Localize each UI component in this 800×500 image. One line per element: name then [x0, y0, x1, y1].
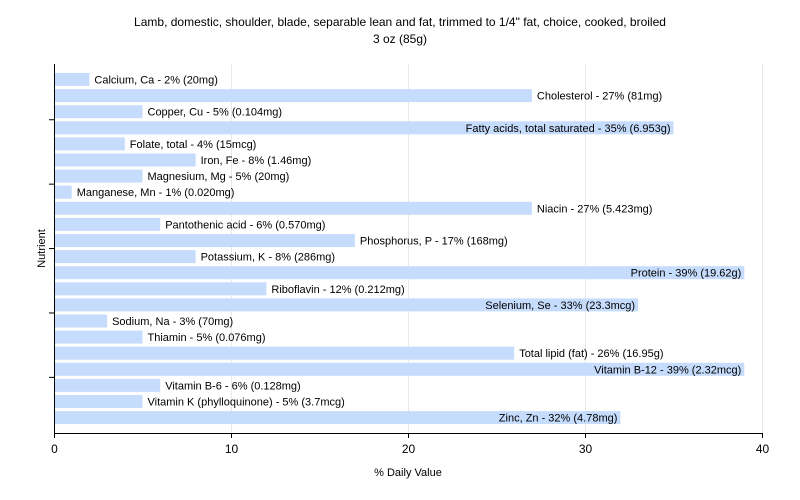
bar-label: Total lipid (fat) - 26% (16.95g)	[519, 348, 663, 360]
x-tick-label: 30	[579, 442, 593, 456]
bar-label: Riboflavin - 12% (0.212mg)	[271, 284, 404, 296]
bar	[55, 201, 532, 215]
y-axis-title: Nutrient	[36, 229, 48, 268]
x-tick-label: 10	[225, 442, 239, 456]
bar-label: Selenium, Se - 33% (23.3mcg)	[485, 300, 635, 312]
bar	[55, 250, 196, 264]
bar	[55, 378, 161, 392]
bar	[55, 169, 143, 183]
bar	[55, 411, 621, 425]
bar	[55, 330, 143, 344]
bar-label: Magnesium, Mg - 5% (20mg)	[148, 171, 290, 183]
bar-label: Pantothenic acid - 6% (0.570mg)	[165, 219, 325, 231]
bar	[55, 137, 125, 151]
bar-label: Vitamin K (phylloquinone) - 5% (3.7mcg)	[148, 397, 345, 409]
bar-label: Folate, total - 4% (15mcg)	[130, 139, 257, 151]
bar	[55, 298, 639, 312]
bar-label: Iron, Fe - 8% (1.46mg)	[201, 155, 312, 167]
bar	[55, 266, 745, 280]
bar-label: Manganese, Mn - 1% (0.020mg)	[77, 187, 235, 199]
x-axis-title: % Daily Value	[374, 467, 442, 479]
bar-label: Fatty acids, total saturated - 35% (6.95…	[466, 123, 671, 135]
bar	[55, 362, 745, 376]
bar	[55, 217, 161, 231]
x-tick-label: 40	[756, 442, 770, 456]
bar-label: Zinc, Zn - 32% (4.78mg)	[499, 413, 618, 425]
bar-label: Phosphorus, P - 17% (168mg)	[360, 236, 508, 248]
bar-label: Calcium, Ca - 2% (20mg)	[94, 75, 217, 87]
bar	[55, 395, 143, 408]
chart-subtitle: 3 oz (85g)	[372, 32, 428, 46]
bar	[55, 153, 196, 167]
bar	[55, 234, 355, 247]
bar-label: Vitamin B-6 - 6% (0.128mg)	[165, 380, 301, 392]
bar-label: Thiamin - 5% (0.076mg)	[148, 332, 266, 344]
bar	[55, 282, 267, 296]
chart-title: Lamb, domestic, shoulder, blade, separab…	[134, 15, 666, 29]
bar	[55, 121, 674, 135]
x-tick-label: 0	[51, 442, 58, 456]
bar-label: Protein - 39% (19.62g)	[631, 268, 742, 280]
bar	[55, 105, 143, 119]
bar	[55, 346, 515, 360]
bar-label: Sodium, Na - 3% (70mg)	[112, 316, 233, 328]
bar-label: Vitamin B-12 - 39% (2.32mcg)	[594, 364, 741, 376]
bar	[55, 89, 532, 103]
bar-label: Niacin - 27% (5.423mg)	[537, 203, 653, 215]
bar-label: Potassium, K - 8% (286mg)	[201, 252, 336, 264]
bar-label: Cholesterol - 27% (81mg)	[537, 91, 662, 103]
bar	[55, 185, 72, 199]
bar	[55, 314, 108, 328]
bar-label: Copper, Cu - 5% (0.104mg)	[148, 107, 283, 119]
bar	[55, 73, 90, 86]
x-tick-label: 20	[402, 442, 416, 456]
